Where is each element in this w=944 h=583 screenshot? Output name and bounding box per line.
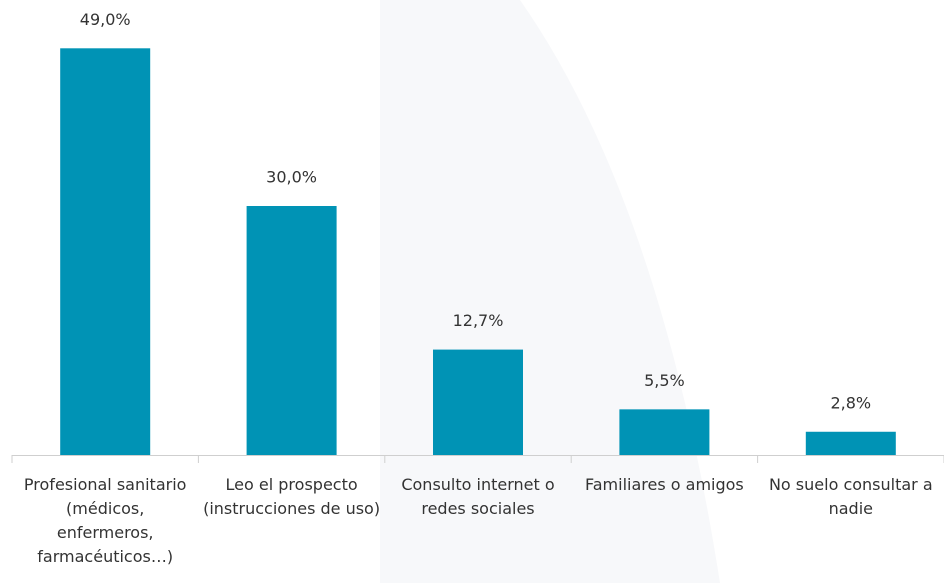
bar [60, 48, 151, 456]
value-label: 12,7% [453, 311, 504, 330]
value-label: 5,5% [644, 371, 685, 390]
bar [246, 206, 337, 455]
x-tick-label: Familiares o amigos [585, 475, 744, 494]
x-tick-label: Profesional sanitario (médicos, enfermeros… [24, 475, 187, 566]
value-label: 49,0% [80, 10, 131, 29]
x-tick-label: No suelo consultar a nadie [769, 475, 933, 518]
bar [805, 431, 896, 455]
bar [619, 409, 710, 455]
value-label: 2,8% [830, 393, 871, 412]
x-tick-label: Consulto internet o redes sociales [401, 475, 554, 518]
background-shape [380, 0, 720, 583]
value-label: 30,0% [266, 168, 317, 187]
x-tick-label: Leo el prospecto (instrucciones de uso) [203, 475, 380, 518]
bar [433, 349, 523, 455]
